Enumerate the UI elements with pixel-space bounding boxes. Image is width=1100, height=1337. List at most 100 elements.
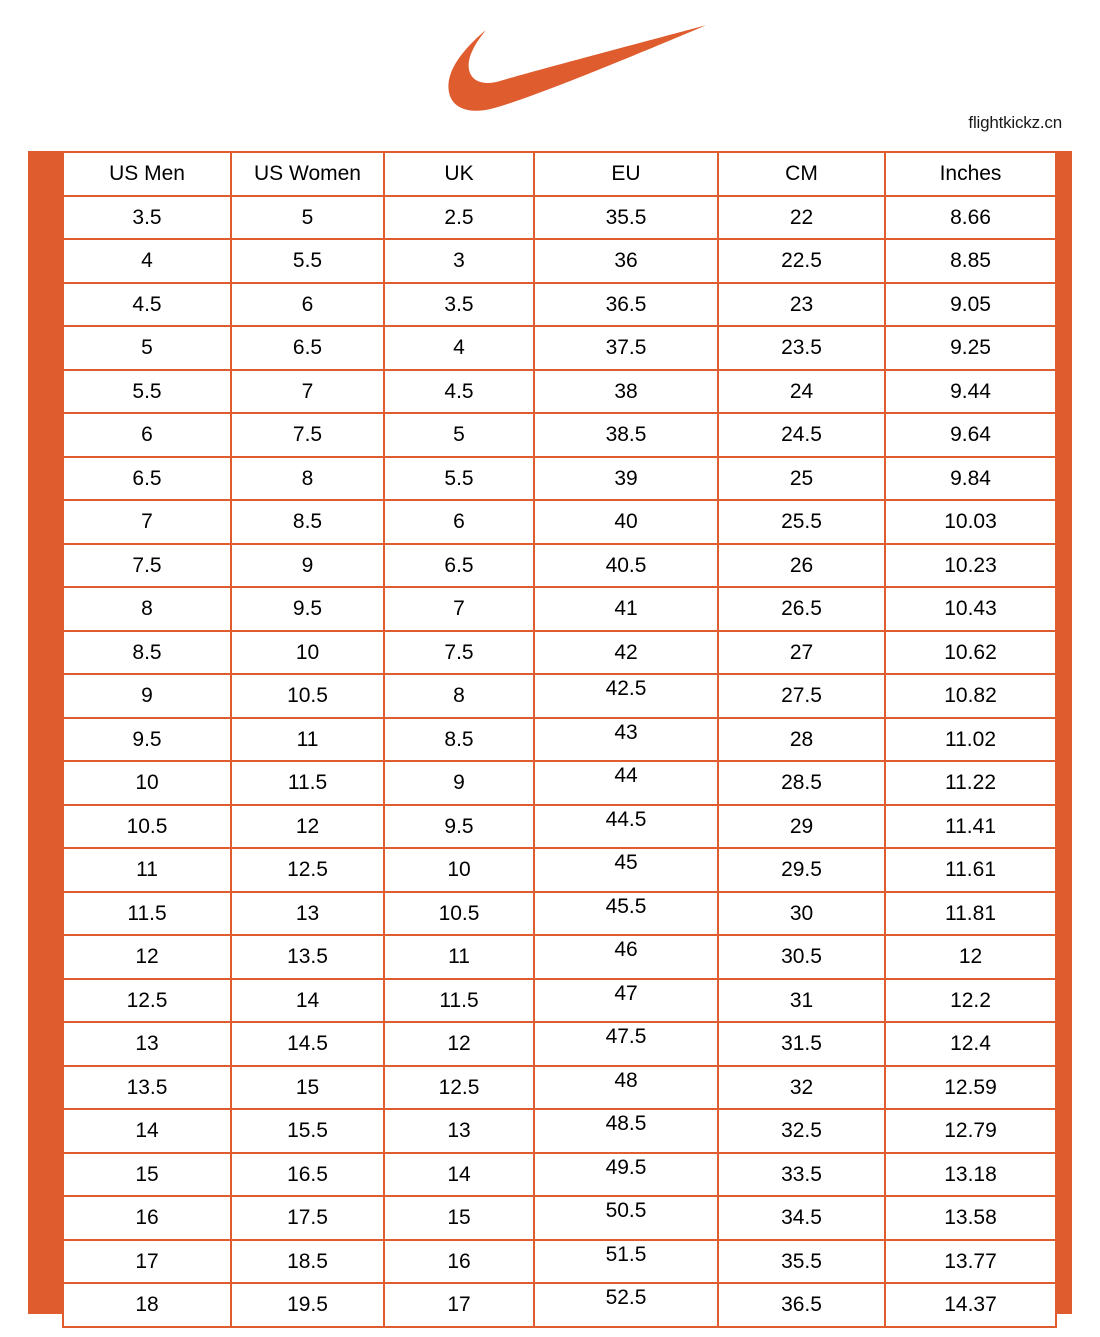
cell-cm: 26 <box>717 542 886 588</box>
cell-uk: 12.5 <box>383 1064 535 1110</box>
cell-cm: 28.5 <box>717 760 886 806</box>
table-row: 9.5 11 8.5 43 28 11.02 <box>62 716 1057 762</box>
cell-eu: 47.5 <box>533 1021 719 1067</box>
table-row: 9 10.5 8 42.5 27.5 10.82 <box>62 673 1057 719</box>
cell-us-women: 19.5 <box>230 1282 385 1328</box>
table-body: 3.5 5 2.5 35.5 22 8.66 4 5.5 3 36 22.5 8.85 4.5 6 3.5 3… <box>62 194 1057 1328</box>
cell-eu: 38 <box>533 368 719 414</box>
table-row: 13 14.5 12 47.5 31.5 12.4 <box>62 1021 1057 1067</box>
cell-eu: 45.5 <box>533 890 719 936</box>
cell-cm: 27.5 <box>717 673 886 719</box>
cell-us-men: 12 <box>62 934 232 980</box>
cell-eu: 47 <box>533 977 719 1023</box>
cell-us-women: 12.5 <box>230 847 385 893</box>
size-conversion-table: US Men US Women UK EU CM Inches 3.5 5 2.5 3… <box>62 151 1057 1328</box>
cell-cm: 34.5 <box>717 1195 886 1241</box>
table-row: 7 8.5 6 40 25.5 10.03 <box>62 499 1057 545</box>
cell-cm: 24.5 <box>717 412 886 458</box>
table-row: 16 17.5 15 50.5 34.5 13.58 <box>62 1195 1057 1241</box>
cell-uk: 8.5 <box>383 716 535 762</box>
cell-inches: 9.44 <box>884 368 1057 414</box>
cell-eu: 35.5 <box>533 194 719 240</box>
table-row: 12.5 14 11.5 47 31 12.2 <box>62 977 1057 1023</box>
cell-eu: 40 <box>533 499 719 545</box>
cell-inches: 11.41 <box>884 803 1057 849</box>
cell-cm: 28 <box>717 716 886 762</box>
cell-us-men: 15 <box>62 1151 232 1197</box>
cell-cm: 32 <box>717 1064 886 1110</box>
cell-inches: 12.2 <box>884 977 1057 1023</box>
cell-cm: 25.5 <box>717 499 886 545</box>
cell-us-men: 8 <box>62 586 232 632</box>
cell-uk: 4 <box>383 325 535 371</box>
cell-inches: 13.58 <box>884 1195 1057 1241</box>
cell-inches: 11.61 <box>884 847 1057 893</box>
cell-us-men: 13 <box>62 1021 232 1067</box>
cell-cm: 31 <box>717 977 886 1023</box>
table-row: 8.5 10 7.5 42 27 10.62 <box>62 629 1057 675</box>
cell-us-women: 5.5 <box>230 238 385 284</box>
table-row: 8 9.5 7 41 26.5 10.43 <box>62 586 1057 632</box>
cell-cm: 29 <box>717 803 886 849</box>
cell-us-men: 6.5 <box>62 455 232 501</box>
cell-us-men: 11.5 <box>62 890 232 936</box>
table-header-row: US Men US Women UK EU CM Inches <box>62 151 1057 197</box>
cell-inches: 8.66 <box>884 194 1057 240</box>
cell-us-women: 11 <box>230 716 385 762</box>
cell-uk: 6 <box>383 499 535 545</box>
cell-uk: 14 <box>383 1151 535 1197</box>
cell-eu: 52.5 <box>533 1282 719 1328</box>
cell-us-women: 10 <box>230 629 385 675</box>
column-header-inches: Inches <box>884 151 1057 197</box>
cell-us-women: 7.5 <box>230 412 385 458</box>
cell-us-men: 16 <box>62 1195 232 1241</box>
cell-inches: 11.02 <box>884 716 1057 762</box>
cell-cm: 30 <box>717 890 886 936</box>
cell-cm: 23.5 <box>717 325 886 371</box>
cell-us-men: 13.5 <box>62 1064 232 1110</box>
table-row: 6 7.5 5 38.5 24.5 9.64 <box>62 412 1057 458</box>
cell-cm: 26.5 <box>717 586 886 632</box>
cell-eu: 49.5 <box>533 1151 719 1197</box>
cell-us-men: 4.5 <box>62 281 232 327</box>
cell-eu: 46 <box>533 934 719 980</box>
cell-inches: 12.59 <box>884 1064 1057 1110</box>
cell-cm: 33.5 <box>717 1151 886 1197</box>
cell-uk: 4.5 <box>383 368 535 414</box>
cell-cm: 27 <box>717 629 886 675</box>
cell-inches: 10.43 <box>884 586 1057 632</box>
cell-cm: 25 <box>717 455 886 501</box>
table-row: 10.5 12 9.5 44.5 29 11.41 <box>62 803 1057 849</box>
cell-us-men: 5.5 <box>62 368 232 414</box>
cell-cm: 23 <box>717 281 886 327</box>
table-row: 11 12.5 10 45 29.5 11.61 <box>62 847 1057 893</box>
table-row: 4 5.5 3 36 22.5 8.85 <box>62 238 1057 284</box>
cell-us-men: 3.5 <box>62 194 232 240</box>
cell-cm: 29.5 <box>717 847 886 893</box>
table-row: 18 19.5 17 52.5 36.5 14.37 <box>62 1282 1057 1328</box>
cell-us-men: 9.5 <box>62 716 232 762</box>
cell-us-men: 10 <box>62 760 232 806</box>
cell-us-men: 18 <box>62 1282 232 1328</box>
cell-us-women: 9.5 <box>230 586 385 632</box>
table-row: 15 16.5 14 49.5 33.5 13.18 <box>62 1151 1057 1197</box>
cell-inches: 11.81 <box>884 890 1057 936</box>
table-row: 5 6.5 4 37.5 23.5 9.25 <box>62 325 1057 371</box>
cell-inches: 13.18 <box>884 1151 1057 1197</box>
cell-eu: 51.5 <box>533 1238 719 1284</box>
table-row: 14 15.5 13 48.5 32.5 12.79 <box>62 1108 1057 1154</box>
cell-inches: 10.23 <box>884 542 1057 588</box>
cell-inches: 8.85 <box>884 238 1057 284</box>
cell-inches: 12.79 <box>884 1108 1057 1154</box>
logo-area <box>0 0 1100 120</box>
cell-inches: 12.4 <box>884 1021 1057 1067</box>
cell-us-women: 14 <box>230 977 385 1023</box>
cell-us-women: 8.5 <box>230 499 385 545</box>
cell-eu: 36.5 <box>533 281 719 327</box>
cell-eu: 37.5 <box>533 325 719 371</box>
cell-inches: 13.77 <box>884 1238 1057 1284</box>
cell-cm: 35.5 <box>717 1238 886 1284</box>
cell-uk: 11.5 <box>383 977 535 1023</box>
cell-us-women: 13 <box>230 890 385 936</box>
cell-uk: 11 <box>383 934 535 980</box>
